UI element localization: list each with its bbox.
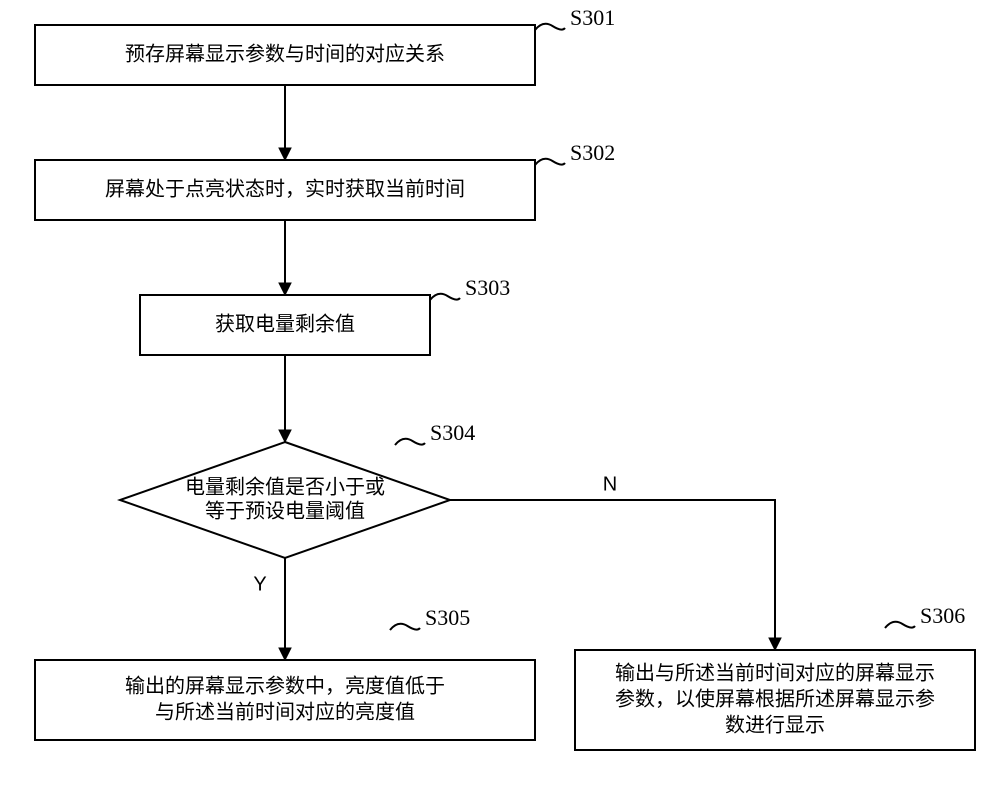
edge (450, 500, 775, 650)
s306-text: 参数，以使屏幕根据所述屏幕显示参 (615, 687, 935, 710)
s306-text: 输出与所述当前时间对应的屏幕显示 (615, 661, 935, 684)
s303-step-label: S303 (465, 275, 510, 300)
s304-step-label: S304 (430, 420, 475, 445)
s304-text: 等于预设电量阈值 (205, 499, 365, 522)
s305-box (35, 660, 535, 740)
s306-text: 数进行显示 (725, 713, 825, 736)
s302-text: 屏幕处于点亮状态时，实时获取当前时间 (105, 177, 465, 200)
s305-step-label: S305 (425, 605, 470, 630)
edge-label: Y (253, 573, 266, 595)
s301-text: 预存屏幕显示参数与时间的对应关系 (125, 42, 445, 65)
s305-text: 输出的屏幕显示参数中，亮度值低于 (125, 674, 445, 697)
s306-step-label: S306 (920, 603, 965, 628)
s305-text: 与所述当前时间对应的亮度值 (155, 700, 415, 723)
s303-text: 获取电量剩余值 (215, 312, 355, 335)
s304-text: 电量剩余值是否小于或 (185, 475, 385, 498)
s302-step-label: S302 (570, 140, 615, 165)
s301-step-label: S301 (570, 5, 615, 30)
edge-label: N (603, 473, 617, 495)
